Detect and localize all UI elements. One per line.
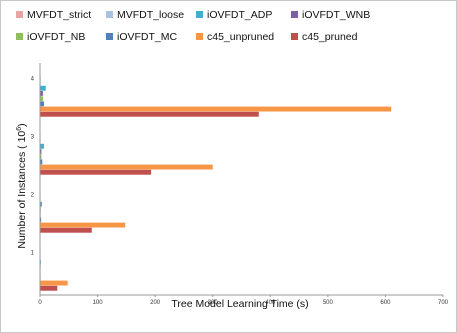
legend-swatch bbox=[196, 33, 203, 40]
x-tick-label: 100 bbox=[93, 300, 104, 306]
legend-swatch bbox=[16, 11, 23, 18]
bar-iOVFDT_MC-4 bbox=[40, 101, 45, 107]
legend-swatch bbox=[16, 33, 23, 40]
bar-iOVFDT_ADP-4 bbox=[40, 85, 46, 91]
bar-iOVFDT_WNB-3 bbox=[40, 149, 42, 154]
x-tick-label: 700 bbox=[438, 300, 449, 306]
y-tick-label: 1 bbox=[31, 250, 35, 256]
bar-iOVFDT_MC-2 bbox=[40, 217, 42, 223]
legend-item-MVFDT_loose: MVFDT_loose bbox=[106, 9, 184, 21]
y-axis-title-suffix: ) bbox=[16, 123, 28, 127]
bar-iOVFDT_WNB-4 bbox=[40, 91, 43, 96]
x-tick-label: 600 bbox=[380, 300, 391, 306]
bar-c45_pruned-1 bbox=[40, 285, 58, 291]
x-tick-label: 200 bbox=[150, 300, 161, 306]
legend-label: iOVFDT_ADP bbox=[207, 9, 272, 21]
legend-label: MVFDT_strict bbox=[27, 9, 91, 21]
legend-item-iOVFDT_ADP: iOVFDT_ADP bbox=[196, 9, 272, 21]
legend-label: iOVFDT_NB bbox=[27, 31, 85, 43]
legend: MVFDT_strict MVFDT_loose iOVFDT_ADP iOVFDT_… bbox=[16, 9, 370, 43]
x-axis-title: Tree Model Learning Time (s) bbox=[171, 298, 308, 310]
x-tick-label: 300 bbox=[208, 300, 219, 306]
legend-item-iOVFDT_NB: iOVFDT_NB bbox=[16, 31, 85, 43]
legend-item-c45_pruned: c45_pruned bbox=[291, 31, 358, 43]
legend-swatch bbox=[196, 11, 203, 18]
bar-c45_pruned-2 bbox=[40, 227, 92, 233]
legend-item-iOVFDT_MC: iOVFDT_MC bbox=[106, 31, 178, 43]
legend-label: c45_pruned bbox=[302, 31, 358, 43]
legend-label: MVFDT_loose bbox=[117, 9, 184, 21]
bars bbox=[40, 75, 392, 291]
y-tick-label: 4 bbox=[31, 76, 35, 82]
legend-swatch bbox=[106, 11, 113, 18]
y-axis-title-text: Number of Instances ( 10 bbox=[16, 131, 28, 249]
bar-iOVFDT_NB-3 bbox=[40, 154, 42, 160]
bar-iOVFDT_ADP-3 bbox=[40, 143, 45, 149]
bar-c45_unpruned-4 bbox=[40, 106, 392, 112]
legend-label: iOVFDT_MC bbox=[117, 31, 178, 43]
legend-label: c45_unpruned bbox=[207, 31, 274, 43]
bar-c45_unpruned-3 bbox=[40, 164, 213, 170]
y-axis-title-exponent: 6 bbox=[16, 127, 23, 131]
y-tick-labels: 1 2 3 4 bbox=[31, 76, 35, 256]
legend-swatch bbox=[106, 33, 113, 40]
legend-item-MVFDT_strict: MVFDT_strict bbox=[16, 9, 91, 21]
bar-c45_unpruned-2 bbox=[40, 222, 126, 228]
x-tick-label: 0 bbox=[38, 300, 42, 306]
x-tick-label: 500 bbox=[323, 300, 334, 306]
bar-iOVFDT_ADP-2 bbox=[40, 201, 43, 207]
legend-label: iOVFDT_WNB bbox=[302, 9, 370, 21]
y-tick-label: 3 bbox=[31, 134, 35, 140]
legend-item-c45_unpruned: c45_unpruned bbox=[196, 31, 274, 43]
x-tick-labels: 0 100 200 300 400 500 600 700 bbox=[38, 295, 449, 306]
legend-swatch bbox=[291, 11, 298, 18]
y-tick-label: 2 bbox=[31, 192, 35, 198]
y-axis-title: Number of Instances ( 106) bbox=[16, 123, 28, 248]
axes bbox=[39, 63, 443, 296]
bar-c45_unpruned-1 bbox=[40, 280, 68, 286]
bar-iOVFDT_MC-3 bbox=[40, 159, 43, 165]
legend-swatch bbox=[291, 33, 298, 40]
bar-c45_pruned-4 bbox=[40, 111, 259, 117]
bar-c45_pruned-3 bbox=[40, 169, 152, 175]
bar-iOVFDT_NB-4 bbox=[40, 96, 43, 102]
x-tick-label: 400 bbox=[265, 300, 276, 306]
legend-item-iOVFDT_WNB: iOVFDT_WNB bbox=[291, 9, 370, 21]
